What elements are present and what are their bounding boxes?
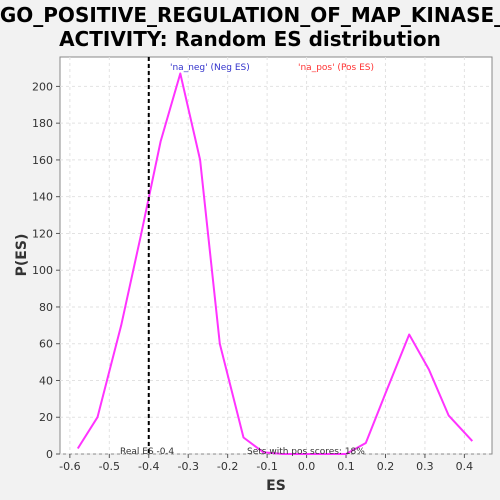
x-axis-ticks: -0.6 -0.5 -0.4 -0.3 -0.2 -0.1 0.0 0.1 0.2 0.3 0.4: [59, 454, 473, 473]
x-tick-label-4: -0.2: [217, 460, 238, 473]
real-es-annotation: Real ES -0.4: [120, 447, 174, 457]
series-line-0: [76, 72, 474, 455]
legend-entry-pos: 'na_pos' (Pos ES): [298, 63, 374, 73]
grid-lines: [60, 57, 492, 455]
x-tick-label-6: 0.0: [298, 460, 316, 473]
y-tick-label-1: 20: [39, 411, 53, 424]
x-tick-label-5: -0.1: [256, 460, 277, 473]
y-axis-label: P(ES): [14, 234, 30, 277]
pos-scores-annotation: Sets with pos scores: 18%: [247, 447, 365, 457]
y-tick-label-4: 80: [39, 301, 53, 314]
x-tick-label-2: -0.4: [138, 460, 159, 473]
x-tick-label-1: -0.5: [99, 460, 120, 473]
y-tick-label-3: 60: [39, 338, 53, 351]
series-group: [76, 72, 474, 455]
x-tick-label-7: 0.1: [337, 460, 355, 473]
y-axis-ticks: 0 20 40 60 80 100 120 140 160 180 200: [32, 80, 60, 461]
y-tick-label-10: 200: [32, 80, 53, 93]
y-tick-label-5: 100: [32, 264, 53, 277]
y-tick-label-0: 0: [46, 448, 53, 461]
x-axis-label: ES: [266, 478, 286, 494]
y-tick-label-2: 40: [39, 374, 53, 387]
x-tick-label-10: 0.4: [456, 460, 474, 473]
y-tick-label-9: 180: [32, 117, 53, 130]
plot-area: [59, 56, 493, 455]
y-tick-label-8: 160: [32, 154, 53, 167]
x-tick-label-0: -0.6: [59, 460, 80, 473]
y-tick-label-7: 140: [32, 191, 53, 204]
chart-title-line-2: ACTIVITY: Random ES distribution: [59, 27, 441, 51]
x-tick-label-9: 0.3: [416, 460, 434, 473]
x-tick-label-3: -0.3: [177, 460, 198, 473]
chart-title-line-1: GO_POSITIVE_REGULATION_OF_MAP_KINASE_: [0, 3, 500, 27]
legend-entry-neg: 'na_neg' (Neg ES): [170, 63, 250, 73]
x-tick-label-8: 0.2: [377, 460, 395, 473]
y-tick-label-6: 120: [32, 227, 53, 240]
